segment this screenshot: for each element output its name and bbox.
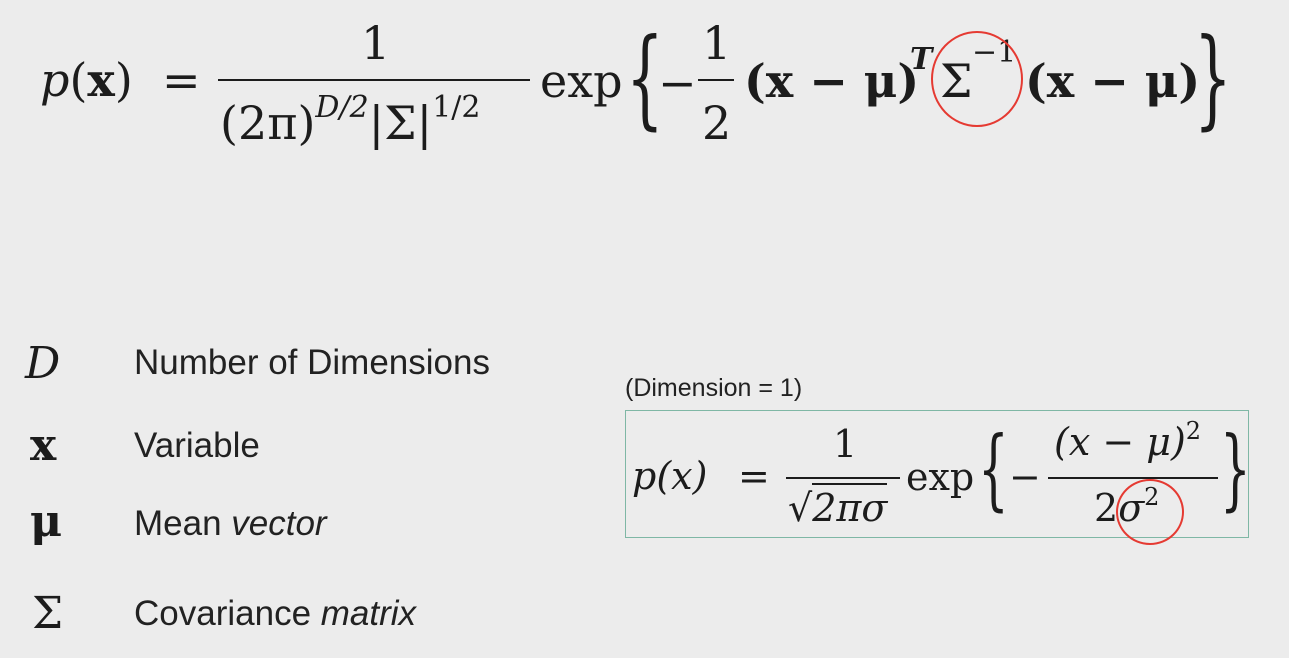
formula-lhs: p(x) xyxy=(40,57,133,103)
uni-fraction-bar xyxy=(786,477,900,479)
lhs-x: x xyxy=(87,53,115,107)
legend-desc-D: Number of Dimensions xyxy=(134,343,490,382)
uni-sqrt-icon: √ xyxy=(788,486,813,530)
minus-sign: − xyxy=(658,56,697,110)
uni-lhs: p(x) xyxy=(632,454,708,498)
fraction-numerator: 1 xyxy=(361,16,391,70)
term-x-minus-mu-1: (x − μ) xyxy=(744,54,920,108)
uni-numerator: 1 xyxy=(833,422,858,466)
den-two-pi: (2π) xyxy=(220,96,316,150)
half-denominator: 2 xyxy=(702,96,732,150)
fraction-denominator: (2π)D/2|Σ|1/2 xyxy=(220,93,480,147)
uni-inner-num-text: (x − μ) xyxy=(1054,420,1186,464)
uni-open-brace: { xyxy=(978,417,1009,520)
dimension-label: (Dimension = 1) xyxy=(625,374,803,402)
formula-equals: = xyxy=(162,53,201,107)
highlight-circle-sigma-inverse xyxy=(931,31,1023,127)
lhs-p: p xyxy=(40,53,70,107)
uni-inner-num-exponent: 2 xyxy=(1185,417,1202,445)
den-exponent: D/2 xyxy=(315,90,369,125)
multivariate-gaussian-formula: p(x) = 1 (2π)D/2|Σ|1/2 exp { − 1 2 (x − … xyxy=(0,0,1289,170)
den-determinant: |Σ| xyxy=(368,96,433,150)
close-brace: } xyxy=(1194,16,1232,141)
lhs-open-paren: ( xyxy=(69,53,88,107)
uni-inner-den-coef: 2 xyxy=(1094,486,1119,530)
uni-inner-numerator: (x − μ)2 xyxy=(1054,419,1201,464)
transpose-exponent: T xyxy=(910,42,933,77)
uni-equals: = xyxy=(738,454,770,498)
lhs-close-paren: ) xyxy=(114,53,133,107)
legend-symbol-x: x xyxy=(30,420,57,471)
legend-desc-x: Variable xyxy=(134,426,260,465)
uni-exp-label: exp xyxy=(906,455,975,499)
legend-desc-mu-plain: Mean xyxy=(134,504,232,543)
legend-symbol-mu: μ xyxy=(30,496,63,547)
term-x-minus-mu-2: (x − μ) xyxy=(1025,54,1201,108)
symbol-legend: D Number of Dimensions x Variable μ Mean… xyxy=(0,330,600,650)
exp-label: exp xyxy=(540,54,623,108)
uni-denominator: √2πσ xyxy=(788,483,888,530)
legend-desc-sigma: Covariance matrix xyxy=(134,596,416,631)
den-det-exponent: 1/2 xyxy=(432,90,481,125)
univariate-gaussian-box: p(x) = 1 √2πσ exp { − (x − μ)2 2σ2 } xyxy=(625,410,1251,545)
uni-close-brace: } xyxy=(1220,417,1251,520)
highlight-circle-sigma-squared xyxy=(1116,479,1184,545)
uni-radicand: 2πσ xyxy=(812,483,888,530)
legend-desc-mu-italic: vector xyxy=(231,504,327,543)
uni-minus: − xyxy=(1009,455,1041,499)
legend-desc-mu: Mean vector xyxy=(134,506,327,541)
half-numerator: 1 xyxy=(702,16,732,70)
open-brace: { xyxy=(626,16,664,141)
half-fraction-bar xyxy=(698,79,734,81)
legend-desc-sigma-italic: matrix xyxy=(320,594,417,633)
fraction-bar xyxy=(218,79,530,81)
legend-desc-sigma-plain: Covariance xyxy=(134,594,321,633)
legend-symbol-sigma: Σ xyxy=(32,588,64,639)
legend-symbol-D: D xyxy=(25,338,61,389)
uni-inner-fraction-bar xyxy=(1048,477,1218,479)
